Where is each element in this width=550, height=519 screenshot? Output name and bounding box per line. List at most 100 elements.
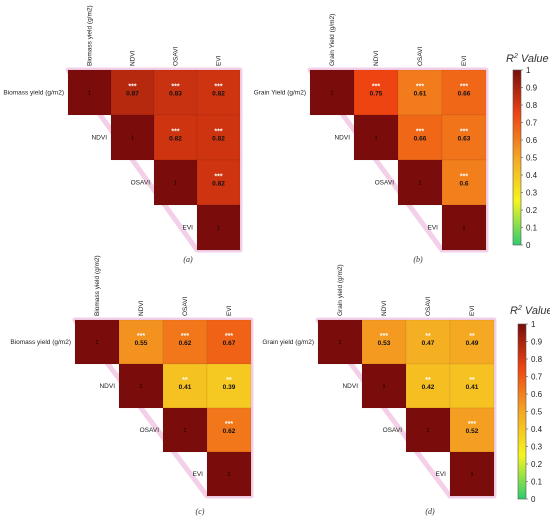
significance-stars: *** (468, 421, 476, 428)
cell-value: 0.82 (212, 91, 225, 98)
significance-stars: *** (372, 84, 380, 91)
heatmap-cell (449, 363, 495, 409)
heatmap-cell (162, 319, 208, 365)
colorbars: R2 Value10.90.80.70.60.50.40.30.20.10R2 … (506, 53, 550, 504)
column-label: Grain Yield (g/m2) (329, 14, 336, 66)
heatmap-cell (405, 363, 451, 409)
column-label: EVI (469, 305, 476, 316)
significance-stars: ** (469, 377, 475, 384)
colorbar-tick-label: 0.7 (531, 373, 543, 382)
column-label: Grain yield (g/m2) (337, 264, 344, 316)
cell-value: 0.62 (179, 340, 192, 347)
colorbar-title: R2 Value (510, 305, 550, 317)
cell-value: 1 (471, 472, 474, 478)
colorbar-tick-label: 1 (526, 66, 531, 75)
row-label: Biomass yield (g/m2) (10, 339, 71, 346)
cell-value: 1 (427, 428, 430, 434)
heatmap-cell (441, 114, 487, 161)
colorbar-tick-label: 0.1 (531, 478, 543, 487)
column-label: NDVI (130, 50, 137, 66)
diagonal-cell (206, 451, 252, 497)
cell-value: 0.41 (179, 384, 192, 391)
diagonal-cell (449, 451, 495, 497)
colorbar-tick-label: 0.2 (526, 206, 538, 215)
panel-caption: (d) (425, 507, 435, 516)
diagonal-cell (317, 319, 363, 365)
heatmap-panels: 1***0.87***0.83***0.821***0.82***0.821**… (3, 5, 497, 516)
row-label: EVI (428, 225, 439, 232)
column-label: NDVI (138, 300, 145, 316)
cell-value: 1 (463, 226, 466, 232)
heatmap-cell (361, 319, 407, 365)
significance-stars: ** (469, 333, 475, 340)
colorbar-tick-label: 0.9 (531, 338, 543, 347)
diagonal-cell (405, 407, 451, 453)
diagonal-cell (67, 69, 112, 116)
cell-value: 0.49 (466, 340, 479, 347)
heatmap-panel: 1***0.53**0.47**0.491**0.42**0.411***0.5… (262, 264, 497, 516)
heatmap-cell (206, 407, 252, 453)
cell-value: 0.67 (223, 340, 236, 347)
cell-value: 1 (174, 181, 177, 187)
cell-value: 0.42 (422, 384, 435, 391)
row-label: NDVI (99, 383, 115, 390)
row-label: Biomass yield (g/m2) (3, 90, 64, 97)
colorbar-gradient (512, 69, 522, 246)
significance-stars: *** (460, 84, 468, 91)
colorbar-tick-label: 0.3 (526, 189, 538, 198)
colorbar-gradient (517, 323, 527, 500)
column-label: Biomass yield (g/m2) (94, 255, 101, 316)
significance-stars: ** (182, 377, 188, 384)
row-label: NDVI (342, 383, 358, 390)
cell-value: 0.87 (126, 91, 139, 98)
diagonal-cell (153, 159, 198, 206)
cell-value: 1 (419, 181, 422, 187)
heatmap-cell (196, 114, 241, 161)
row-label: Grain Yield (g/m2) (254, 90, 306, 97)
significance-stars: ** (425, 377, 431, 384)
cell-value: 0.39 (223, 384, 236, 391)
cell-value: 0.55 (135, 340, 148, 347)
cell-value: 0.82 (169, 136, 182, 143)
significance-stars: ** (226, 377, 232, 384)
cell-value: 0.41 (466, 384, 479, 391)
cell-value: 0.82 (212, 181, 225, 188)
significance-stars: *** (460, 129, 468, 136)
cell-value: 0.66 (414, 136, 427, 143)
heatmap-cell (196, 69, 241, 116)
heatmap-cell (353, 69, 399, 116)
panel-caption: (b) (413, 255, 423, 264)
column-label: OSAVI (182, 296, 189, 316)
cell-value: 1 (339, 340, 342, 346)
heatmap-cell (206, 363, 252, 409)
colorbar-tick-label: 0.4 (531, 425, 543, 434)
significance-stars: *** (128, 84, 136, 91)
colorbar-tick-label: 0.6 (531, 390, 543, 399)
heatmap-cell (441, 69, 487, 116)
cell-value: 0.75 (370, 91, 383, 98)
cell-value: 1 (217, 226, 220, 232)
significance-stars: *** (214, 174, 222, 181)
cell-value: 1 (131, 136, 134, 142)
cell-value: 0.63 (458, 136, 471, 143)
colorbar-tick-label: 0.6 (526, 136, 538, 145)
cell-value: 0.83 (169, 91, 182, 98)
colorbar-tick-label: 0.8 (526, 101, 538, 110)
cell-value: 0.53 (378, 340, 391, 347)
colorbar-tick-label: 1 (531, 320, 536, 329)
diagonal-cell (441, 204, 487, 251)
cell-value: 1 (331, 91, 334, 97)
significance-stars: *** (416, 129, 424, 136)
significance-stars: ** (425, 333, 431, 340)
colorbar-tick-label: 0.4 (526, 171, 538, 180)
significance-stars: *** (416, 84, 424, 91)
colorbar-tick-label: 0.3 (531, 443, 543, 452)
diagonal-cell (309, 69, 355, 116)
cell-value: 1 (88, 91, 91, 97)
colorbar-title: R2 Value (506, 53, 549, 65)
cell-value: 0.6 (459, 181, 468, 188)
colorbar-tick-label: 0.5 (531, 408, 543, 417)
significance-stars: *** (225, 421, 233, 428)
colorbar-tick-label: 0.2 (531, 460, 543, 469)
colorbar-tick-label: 0 (526, 241, 531, 250)
